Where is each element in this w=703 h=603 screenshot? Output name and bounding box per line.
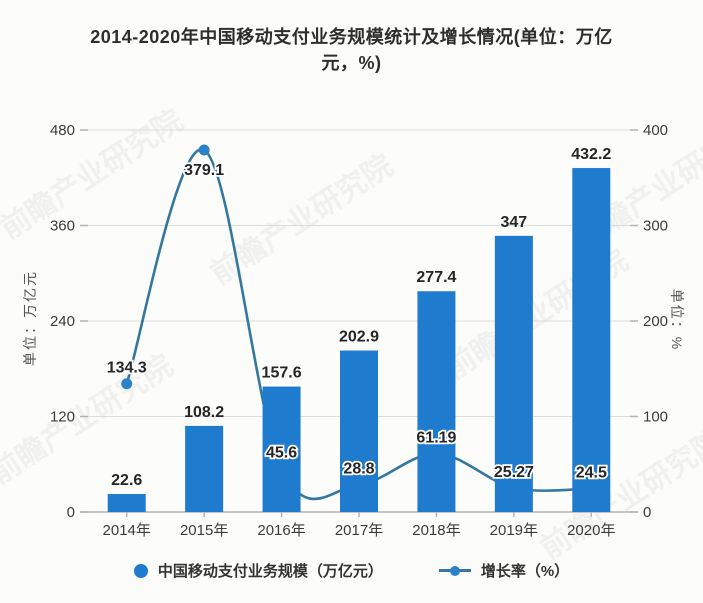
bar-2016年 [262,386,301,512]
chart-title: 2014-2020年中国移动支付业务规模统计及增长情况(单位：万亿 元，%) [42,24,662,76]
legend-item-line-series: 增长率（%） [438,560,570,581]
line-value-label: 28.8 [343,460,374,477]
x-axis-tick-label: 2017年 [335,522,383,539]
line-series-marker-icon [438,565,471,576]
right-axis-tick-label: 100 [643,409,668,426]
legend-item-bar-series: 中国移动支付业务规模（万亿元） [133,560,383,581]
line-point-marker [121,378,133,390]
right-axis-tick-label: 0 [643,504,651,521]
x-axis-tick-label: 2020年 [567,522,615,539]
x-axis-tick-label: 2014年 [103,522,151,539]
line-value-label: 45.6 [266,444,297,461]
bar-series-marker-icon [133,563,148,578]
chart-title-line2: 元，%) [321,53,382,74]
bar-2020年 [572,168,611,512]
x-axis-tick-label: 2018年 [412,522,460,539]
left-axis-tick-label: 360 [50,218,75,235]
bar-2014年 [107,494,146,512]
left-axis-tick-label: 0 [67,504,75,521]
x-axis-tick-label: 2015年 [180,522,228,539]
line-value-label: 134.3 [107,360,147,377]
right-axis-tick-label: 400 [643,122,668,139]
x-axis-tick-label: 2016年 [257,522,305,539]
bar-value-label: 22.6 [111,472,142,489]
bar-2019年 [494,235,533,513]
right-axis-tick-label: 200 [643,313,668,330]
left-axis-tick-label: 120 [50,409,75,426]
left-axis-tick-label: 240 [50,313,75,330]
bar-2018年 [417,291,456,512]
bar-2017年 [340,350,378,512]
bar-value-label: 277.4 [416,269,456,286]
bar-value-label: 157.6 [262,365,302,382]
chart-legend: 中国移动支付业务规模（万亿元） 增长率（%） [0,560,703,581]
chart-title-line1: 2014-2020年中国移动支付业务规模统计及增长情况(单位：万亿 [90,27,613,47]
line-value-label: 25.27 [494,464,534,481]
legend-label-bar-series: 中国移动支付业务规模（万亿元） [157,563,383,580]
x-axis-tick-label: 2019年 [490,522,538,539]
bar-value-label: 347 [501,214,528,231]
line-point-marker [198,144,210,156]
bar-value-label: 108.2 [184,404,224,421]
bar-2015年 [185,425,224,512]
legend-label-line-series: 增长率（%） [480,563,570,580]
line-value-label: 61.19 [416,430,456,447]
bar-value-label: 202.9 [339,329,379,346]
left-axis-tick-label: 480 [50,122,75,139]
right-axis-tick-label: 300 [643,218,668,235]
bar-value-label: 432.2 [571,146,611,163]
growth-rate-line [125,148,592,501]
line-value-label: 379.1 [184,162,224,179]
line-value-label: 24.5 [576,465,607,482]
